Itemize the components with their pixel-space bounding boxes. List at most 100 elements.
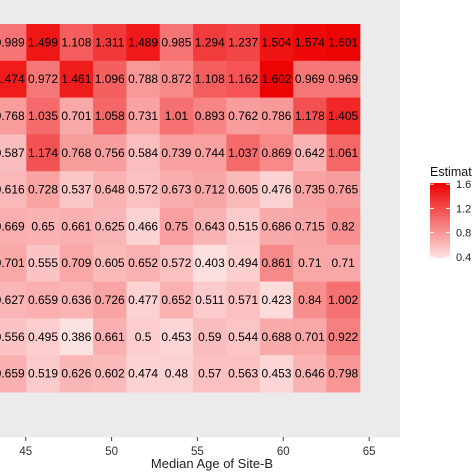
cell-value-label: 0.798 — [328, 367, 358, 381]
heatmap-cell — [293, 134, 327, 172]
cell-value-label: 0.726 — [95, 293, 125, 307]
legend-colorbar — [430, 183, 450, 258]
heatmap-cell — [259, 171, 294, 209]
cell-value-label: 0.786 — [261, 109, 291, 123]
x-tick-label: 65 — [363, 446, 376, 458]
heatmap-cell — [26, 318, 61, 356]
heatmap-cell — [126, 281, 161, 319]
heatmap-cell — [126, 208, 161, 246]
heatmap-cell — [326, 134, 361, 172]
heatmap-cell — [26, 244, 61, 283]
heatmap-cell — [193, 171, 227, 209]
heatmap-cell — [293, 244, 327, 283]
heatmap-cell — [259, 24, 294, 62]
heatmap-cell — [93, 318, 127, 356]
cell-value-label: 1.174 — [28, 146, 58, 160]
cell-value-label: 0.969 — [295, 72, 325, 86]
cell-value-label: 1.058 — [95, 109, 125, 123]
heatmap-cell — [159, 318, 194, 356]
x-axis: 45 50 55 60 65 — [0, 436, 400, 458]
cell-value-label: 0.627 — [0, 293, 25, 307]
heatmap-cell — [159, 24, 194, 62]
cell-value-label: 0.652 — [161, 293, 191, 307]
heatmap-cell — [326, 97, 361, 135]
cell-value-label: 0.474 — [128, 367, 158, 381]
heatmap-cell — [259, 244, 294, 283]
heatmap-cell — [226, 244, 261, 283]
cell-value-label: 0.563 — [228, 367, 258, 381]
cell-value-label: 0.756 — [95, 146, 125, 160]
cell-value-label: 0.731 — [128, 109, 158, 123]
cell-value-label: 0.616 — [0, 183, 25, 197]
cell-value-label: 0.519 — [28, 367, 58, 381]
cell-value-label: 0.768 — [0, 109, 25, 123]
heatmap-cell — [26, 134, 61, 172]
heatmap-cell — [293, 208, 327, 246]
cell-value-label: 1.474 — [0, 72, 25, 86]
cell-value-label: 0.688 — [261, 330, 291, 344]
cell-value-label: 0.646 — [295, 367, 325, 381]
heatmap-cell — [59, 318, 94, 356]
cell-value-label: 0.453 — [161, 330, 191, 344]
cell-value-label: 1.037 — [228, 146, 258, 160]
heatmap-cell — [226, 60, 261, 99]
cell-value-label: 0.661 — [61, 219, 91, 233]
cell-value-label: 0.556 — [0, 330, 25, 344]
cell-value-label: 0.5 — [135, 330, 152, 344]
x-axis-title: Median Age of Site-B — [151, 456, 273, 471]
heatmap-cell — [59, 355, 94, 393]
heatmap-cell — [226, 171, 261, 209]
heatmap-cell — [193, 60, 227, 99]
cell-value-label: 0.765 — [328, 183, 358, 197]
heatmap-cell — [26, 24, 61, 62]
cell-value-label: 0.544 — [228, 330, 258, 344]
cell-value-label: 0.659 — [28, 293, 58, 307]
legend-ticks: 1.6 1.2 0.8 0.4 — [430, 179, 471, 264]
heatmap-cell — [293, 97, 327, 135]
cell-value-label: 0.572 — [128, 183, 158, 197]
cell-value-label: 0.969 — [328, 72, 358, 86]
cell-value-label: 0.57 — [198, 367, 222, 381]
cell-value-label: 0.768 — [61, 146, 91, 160]
heatmap-cell — [293, 318, 327, 356]
x-tick-label: 50 — [105, 446, 118, 458]
cell-value-label: 0.673 — [161, 183, 191, 197]
cell-value-label: 0.602 — [95, 367, 125, 381]
cell-value-label: 0.861 — [261, 256, 291, 270]
heatmap-cell — [0, 355, 27, 393]
heatmap-cell — [93, 244, 127, 283]
heatmap-cell — [326, 60, 361, 99]
heatmap-cell — [259, 208, 294, 246]
heatmap-cell — [259, 97, 294, 135]
heatmap-cell — [126, 318, 161, 356]
cell-value-label: 0.59 — [198, 330, 222, 344]
cell-value-label: 0.605 — [95, 256, 125, 270]
heatmap-cell — [326, 24, 361, 62]
heatmap-cell — [0, 171, 27, 209]
cell-value-label: 0.626 — [61, 367, 91, 381]
heatmap-cell — [93, 134, 127, 172]
heatmap-cell — [26, 281, 61, 319]
cell-value-label: 0.701 — [61, 109, 91, 123]
heatmap-cell — [93, 97, 127, 135]
heatmap-cell — [0, 244, 27, 283]
heatmap-cell — [126, 355, 161, 393]
cell-value-label: 0.642 — [295, 146, 325, 160]
heatmap-cell — [293, 60, 327, 99]
heatmap-cell — [326, 318, 361, 356]
cell-value-label: 0.605 — [228, 183, 258, 197]
heatmap-cell — [0, 134, 27, 172]
heatmap-cell — [126, 60, 161, 99]
heatmap-cell — [0, 60, 27, 99]
cell-value-label: 0.701 — [295, 330, 325, 344]
cell-value-label: 1.405 — [328, 109, 358, 123]
heatmap-cell — [159, 355, 194, 393]
legend-tick-label: 0.8 — [456, 228, 471, 240]
heatmap-cell — [59, 134, 94, 172]
heatmap-cell — [26, 97, 61, 135]
heatmap-cell — [226, 134, 261, 172]
cell-value-label: 0.84 — [298, 293, 322, 307]
heatmap-cell — [293, 281, 327, 319]
cell-value-label: 0.893 — [195, 109, 225, 123]
